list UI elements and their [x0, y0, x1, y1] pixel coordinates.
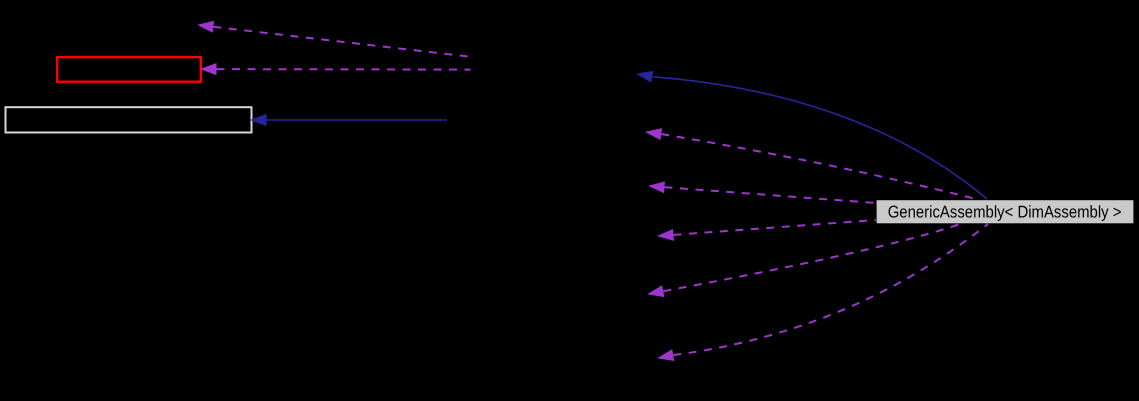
svg-text:GenericAssembly< DimAssembly >: GenericAssembly< DimAssembly >	[888, 202, 1122, 221]
